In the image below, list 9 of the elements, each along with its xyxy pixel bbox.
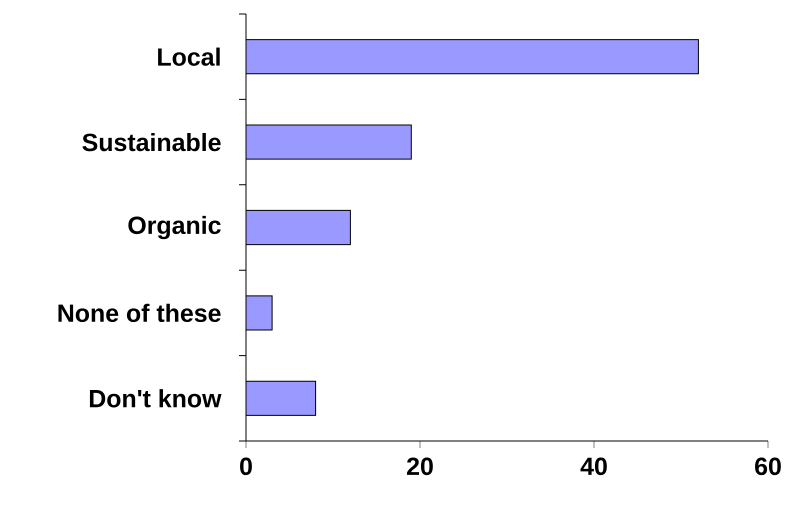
y-tick-label: None of these — [58, 304, 221, 322]
x-tick-label: 40 — [580, 458, 607, 476]
y-tick-label: Local — [158, 48, 220, 66]
y-tick-label: Sustainable — [82, 132, 221, 152]
x-tick-label: 20 — [407, 458, 433, 476]
x-tick-label: 0 — [240, 458, 252, 476]
y-tick-label: Organic — [128, 216, 221, 240]
y-tick-label: Don't know — [90, 389, 222, 408]
x-tick-label: 60 — [755, 458, 781, 476]
